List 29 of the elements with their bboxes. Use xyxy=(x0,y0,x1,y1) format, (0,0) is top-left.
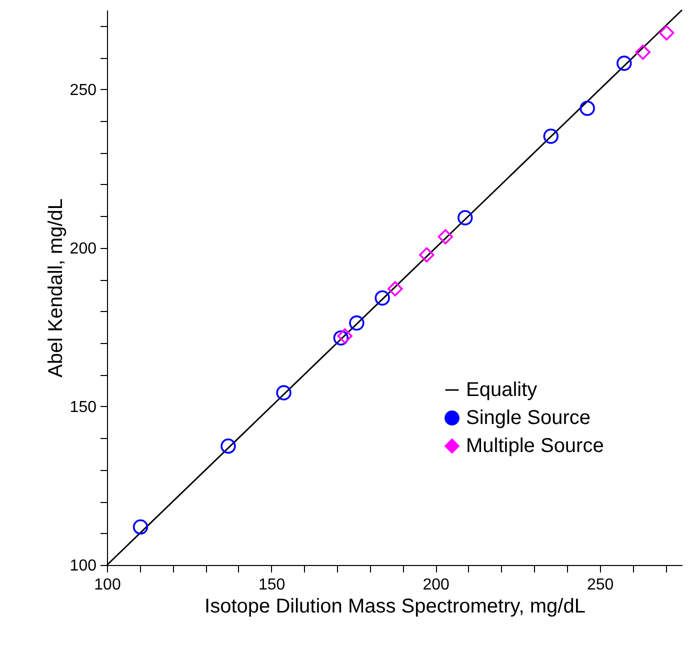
point xyxy=(458,210,473,226)
x-tick-label: 150 xyxy=(258,576,286,594)
y-tick-label: 200 xyxy=(70,240,97,258)
x-tick-label: 250 xyxy=(587,576,614,594)
legend-label: Single Source xyxy=(466,407,591,429)
x-tick-label: 100 xyxy=(94,576,121,594)
point xyxy=(388,281,403,296)
y-tick-label: 150 xyxy=(70,398,97,416)
point xyxy=(337,328,352,344)
point xyxy=(132,519,148,535)
point xyxy=(580,100,595,116)
x-axis-title: Isotope Dilution Mass Spectrometry, mg/dL xyxy=(204,596,586,618)
x-tick-label: 200 xyxy=(422,576,450,594)
point xyxy=(543,128,559,144)
point xyxy=(438,229,454,244)
y-tick-label: 100 xyxy=(70,558,97,574)
point xyxy=(635,44,651,60)
legend-label: Multiple Source xyxy=(466,435,604,457)
legend-label: Equality xyxy=(466,379,538,401)
point xyxy=(220,438,236,454)
point xyxy=(333,330,349,346)
y-axis-title: Abel Kendall, mg/dL xyxy=(44,198,67,378)
point xyxy=(658,25,674,40)
point xyxy=(276,385,292,400)
point xyxy=(374,290,390,306)
point xyxy=(419,247,434,262)
point xyxy=(349,315,364,331)
y-tick-label: 250 xyxy=(70,82,97,99)
point xyxy=(616,56,632,71)
